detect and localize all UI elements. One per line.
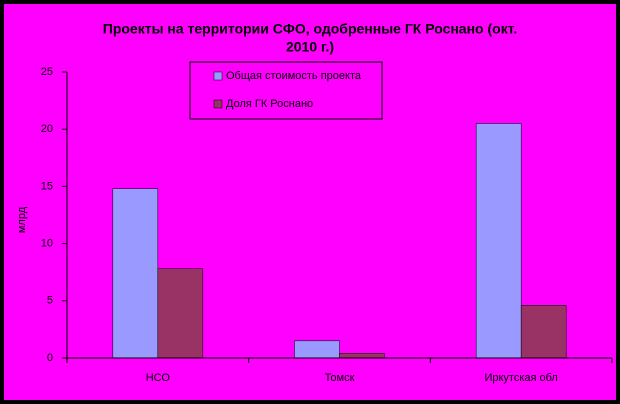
bar [294, 340, 340, 359]
chart-title: 2010 г.) [286, 39, 334, 55]
bar [157, 268, 204, 359]
y-tick-label: 10 [41, 238, 53, 250]
y-tick-label: 25 [41, 66, 53, 78]
y-tick-label: 20 [41, 123, 53, 135]
x-tick-label: НСО [146, 372, 171, 384]
legend-label: Общая стоимость проекта [226, 70, 362, 82]
y-tick-label: 0 [47, 352, 53, 364]
legend [189, 61, 383, 120]
y-tick-label: 15 [41, 180, 53, 192]
bar [339, 353, 385, 359]
bar [475, 123, 522, 359]
legend-swatch [213, 71, 223, 81]
x-tick-label: Иркутская обл [484, 372, 557, 384]
y-axis-label: млрд [16, 206, 28, 233]
legend-label: Доля ГК Роснано [226, 98, 313, 110]
chart-title: Проекты на территории СФО, одобренные ГК… [103, 21, 517, 37]
y-tick-label: 5 [47, 295, 53, 307]
bar [520, 305, 567, 359]
bar [112, 188, 159, 359]
legend-swatch [213, 99, 223, 109]
x-tick-label: Томск [325, 372, 355, 384]
